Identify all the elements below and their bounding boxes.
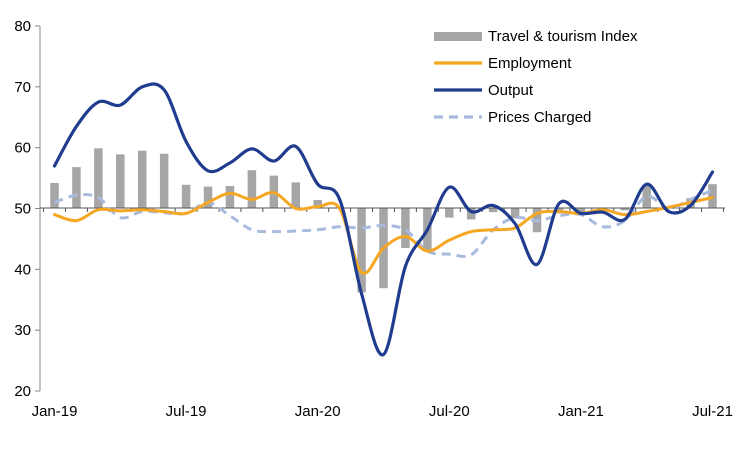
- bar-Mar-20: [357, 208, 366, 293]
- bar-Aug-19: [203, 186, 213, 209]
- bar-Apr-21: [642, 185, 651, 209]
- bar-Dec-19: [291, 182, 301, 209]
- bar-Mar-19: [94, 148, 103, 209]
- y-tick-label: 30: [14, 322, 31, 339]
- lines-layer: [52, 82, 715, 357]
- y-tick-label: 80: [14, 18, 31, 35]
- x-tick-label: Jul-21: [692, 403, 733, 420]
- y-tick-label: 20: [14, 383, 31, 400]
- legend-swatch-bar: [434, 32, 482, 41]
- legend-label: Travel & tourism Index: [488, 28, 638, 45]
- x-tick-label: Jul-19: [166, 403, 207, 420]
- legend: Travel & tourism Index Employment Output Pr…: [434, 28, 638, 126]
- x-tick-label: Jan-20: [295, 403, 341, 420]
- bar-Sep-19: [225, 185, 235, 209]
- bar-May-20: [401, 208, 410, 249]
- y-tick-label: 40: [14, 261, 31, 278]
- x-tick-label: Jan-21: [558, 403, 604, 420]
- y-tick-label: 60: [14, 140, 31, 157]
- legend-label: Output: [488, 82, 534, 99]
- bar-Feb-19: [72, 167, 81, 209]
- bar-Jun-19: [159, 153, 169, 209]
- bar-Sep-20: [488, 208, 498, 213]
- x-tick-label: Jul-20: [429, 403, 470, 420]
- bar-Jul-19: [181, 184, 191, 209]
- series-line-employment: [53, 191, 714, 275]
- bar-Jan-21: [576, 208, 586, 213]
- bar-Oct-20: [510, 208, 520, 219]
- legend-label: Prices Charged: [488, 109, 591, 126]
- x-tick-label: Jan-19: [32, 403, 78, 420]
- bar-Apr-19: [116, 154, 125, 209]
- bar-Jan-20: [313, 199, 322, 209]
- y-tick-label: 50: [14, 201, 31, 218]
- bar-Oct-19: [247, 170, 257, 209]
- series-line-output: [52, 82, 715, 357]
- bar-Jul-20: [445, 208, 454, 218]
- bar-Jan-19: [50, 182, 59, 209]
- axes-layer: 20 30 40 50 60 70 80 Jan-19 Jul-19 Jan-20 Jul-20 Ja…: [14, 18, 733, 420]
- legend-label: Employment: [488, 55, 572, 72]
- bar-May-19: [137, 150, 147, 209]
- bar-Aug-20: [466, 208, 476, 220]
- y-tick-label: 70: [14, 79, 31, 96]
- bar-Mar-21: [620, 208, 630, 211]
